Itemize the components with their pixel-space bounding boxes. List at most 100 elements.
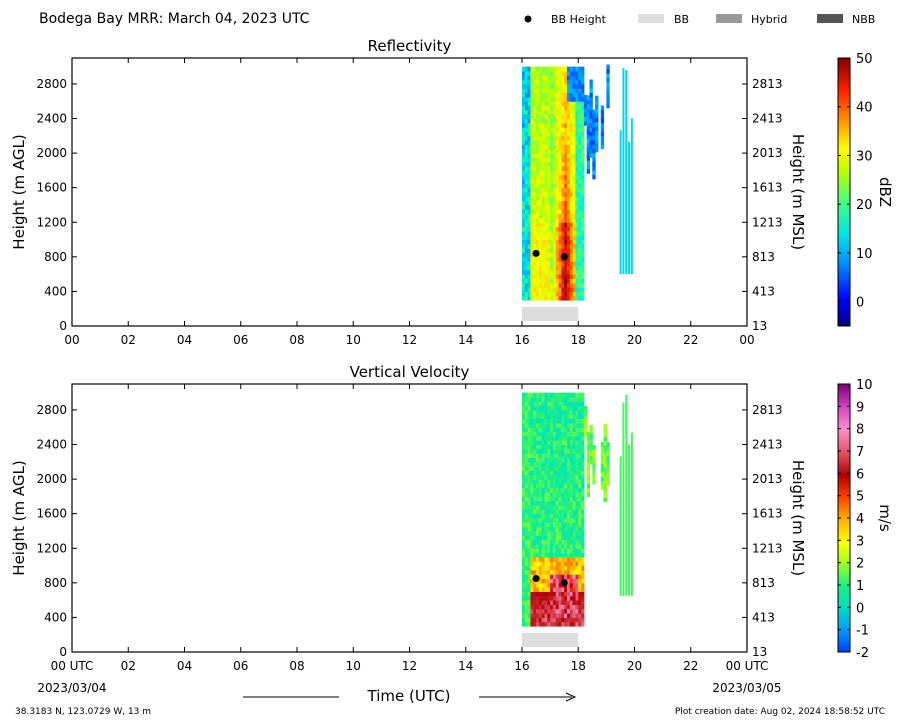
- x-tick-label: 12: [402, 333, 417, 347]
- y-tick-label-right: 813: [752, 576, 775, 590]
- y-tick-label: 2000: [36, 472, 67, 486]
- y-axis-label: Height (m AGL): [10, 134, 28, 249]
- x-tick-label: 22: [683, 659, 698, 673]
- x-tick-label: 12: [402, 659, 417, 673]
- bb-period-bar: [522, 633, 579, 647]
- y-tick-label-right: 1213: [752, 215, 783, 229]
- legend-marker-bb-height: [524, 15, 532, 23]
- colorbar-tick-label: 0: [856, 296, 864, 311]
- x-tick-label: 20: [627, 659, 642, 673]
- y-tick-label: 400: [44, 610, 67, 624]
- colorbar-label: m/s: [876, 504, 894, 532]
- x-tick-label: 10: [346, 659, 361, 673]
- colorbar-tick-label: 6: [856, 467, 864, 482]
- legend-swatch-nbb: [817, 14, 843, 23]
- bb-height-marker: [560, 579, 568, 587]
- y-tick-label: 1200: [36, 215, 67, 229]
- colorbar-tick-label: 5: [856, 490, 864, 505]
- colorbar-tick-label: 0: [856, 601, 864, 616]
- y-tick-label: 800: [44, 250, 67, 264]
- y-tick-label-right: 2013: [752, 146, 783, 160]
- bb-height-marker: [560, 253, 568, 261]
- y-tick-label: 1200: [36, 541, 67, 555]
- echo-column: [625, 394, 628, 596]
- colorbar-label: dBZ: [876, 177, 894, 207]
- bb-height-marker: [532, 575, 540, 583]
- legend-label: NBB: [852, 13, 875, 26]
- x-tick-label: 00: [64, 333, 79, 347]
- y-tick-label-right: 1213: [752, 541, 783, 555]
- x-tick-label: 04: [177, 333, 192, 347]
- legend-label: BB Height: [551, 13, 607, 26]
- colorbar-tick-label: 9: [856, 400, 864, 415]
- x-tick-label: 08: [289, 333, 304, 347]
- y-tick-label-right: 2413: [752, 112, 783, 126]
- y-tick-label: 800: [44, 576, 67, 590]
- echo-column: [625, 70, 628, 275]
- colorbar-tick-label: 10: [856, 378, 873, 393]
- echo-column: [628, 444, 631, 596]
- x-tick-label: 16: [514, 333, 529, 347]
- y-tick-label-right: 2413: [752, 438, 783, 452]
- colorbar-tick-label: 2: [856, 557, 864, 572]
- colorbar-tick-label: 10: [856, 247, 873, 262]
- y-axis-label-right: Height (m MSL): [789, 134, 807, 250]
- bb-height-marker: [532, 249, 540, 257]
- y-tick-label: 400: [44, 284, 67, 298]
- colorbar-tick-label: 50: [856, 52, 873, 67]
- y-tick-label: 1600: [36, 181, 67, 195]
- colorbar-tick-label: -1: [856, 624, 869, 639]
- x-tick-label: 00 UTC: [726, 659, 769, 673]
- x-tick-label: 00: [739, 333, 754, 347]
- y-tick-label-right: 813: [752, 250, 775, 264]
- y-tick-label: 2800: [36, 403, 67, 417]
- end-date: 2023/03/05: [712, 681, 781, 695]
- x-tick-label: 18: [571, 333, 586, 347]
- figure-title: Bodega Bay MRR: March 04, 2023 UTC: [39, 11, 310, 27]
- x-tick-label: 00 UTC: [51, 659, 94, 673]
- echo-column: [628, 141, 631, 275]
- colorbar-tick-label: -2: [856, 646, 869, 661]
- y-tick-label-right: 1613: [752, 507, 783, 521]
- bb-period-bar: [522, 307, 579, 321]
- panel-title: Vertical Velocity: [350, 363, 470, 381]
- colorbar-tick-label: 30: [856, 149, 873, 164]
- vertical-velocity-panel: Vertical Velocity 0 13 400 413 800 813 1200 1213…: [10, 363, 894, 673]
- y-tick-label: 2400: [36, 438, 67, 452]
- colorbar-tick-label: 40: [856, 101, 873, 116]
- echo-column: [619, 130, 622, 275]
- station-coords: 38.3183 N, 123.0729 W, 13 m: [15, 707, 151, 717]
- echo-column: [630, 432, 633, 596]
- legend-label: BB: [674, 13, 689, 26]
- x-axis-label: Time (UTC): [367, 687, 451, 705]
- start-date: 2023/03/04: [37, 681, 106, 695]
- x-tick-label: 04: [177, 659, 192, 673]
- y-tick-label-right: 13: [752, 319, 767, 333]
- x-tick-label: 02: [121, 659, 136, 673]
- colorbar-tick-label: 20: [856, 198, 873, 213]
- x-tick-label: 08: [289, 659, 304, 673]
- echo-column: [630, 118, 633, 275]
- y-tick-label-right: 2813: [752, 403, 783, 417]
- panel-title: Reflectivity: [368, 37, 452, 55]
- colorbar: [837, 57, 851, 327]
- plot-creation-date: Plot creation date: Aug 02, 2024 18:58:5…: [675, 707, 885, 717]
- colorbar-tick-label: 4: [856, 512, 864, 527]
- plot-frame: [71, 57, 748, 327]
- y-tick-label-right: 13: [752, 645, 767, 659]
- y-axis-label: Height (m AGL): [10, 460, 28, 575]
- x-tick-label: 10: [346, 333, 361, 347]
- y-tick-label: 0: [59, 645, 67, 659]
- x-tick-label: 06: [233, 659, 248, 673]
- heatmap-echoes: [522, 64, 633, 301]
- time-arrow-head: [565, 692, 577, 702]
- legend-swatch-bb: [638, 14, 664, 23]
- y-tick-label-right: 413: [752, 610, 775, 624]
- header-legend: BB Height BB Hybrid NBB: [524, 13, 875, 26]
- colorbar-tick-label: 7: [856, 445, 864, 460]
- y-tick-label-right: 2813: [752, 77, 783, 91]
- heatmap-echoes: [522, 392, 633, 627]
- x-tick-label: 06: [233, 333, 248, 347]
- y-tick-label-right: 2013: [752, 472, 783, 486]
